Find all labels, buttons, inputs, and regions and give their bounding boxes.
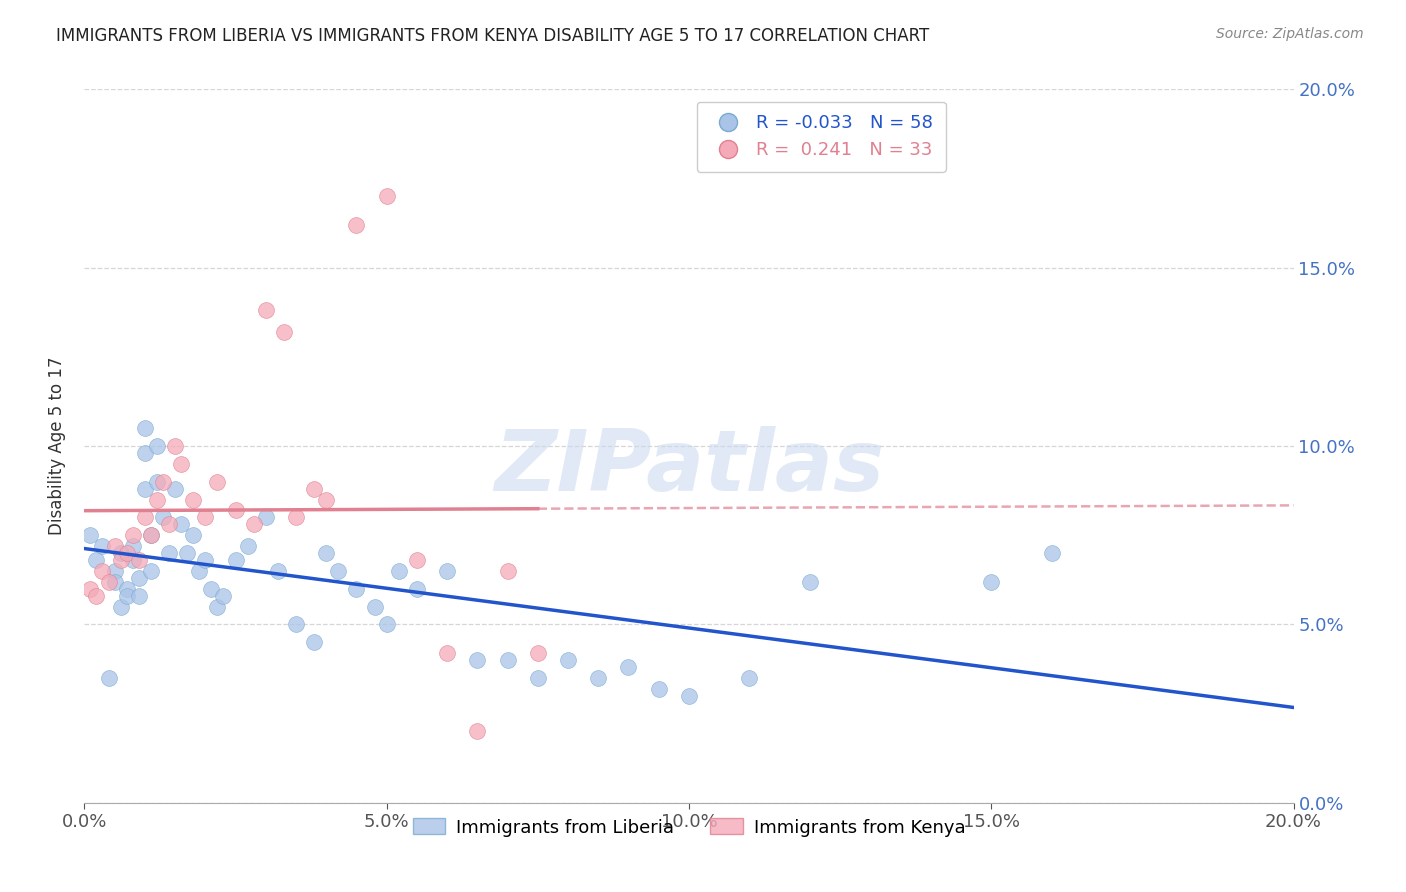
Point <box>134 482 156 496</box>
Point <box>86 589 108 603</box>
Text: Source: ZipAtlas.com: Source: ZipAtlas.com <box>1216 27 1364 41</box>
Point <box>436 646 458 660</box>
Point <box>346 218 368 232</box>
Point <box>146 475 169 489</box>
Point <box>496 564 519 578</box>
Point <box>110 599 132 614</box>
Point <box>588 671 610 685</box>
Point <box>170 517 193 532</box>
Point <box>315 546 337 560</box>
Point <box>207 599 229 614</box>
Point <box>146 492 169 507</box>
Point <box>980 574 1002 589</box>
Point <box>139 528 162 542</box>
Point <box>363 599 385 614</box>
Point <box>388 564 411 578</box>
Point <box>121 528 143 542</box>
Point <box>121 553 143 567</box>
Point <box>188 564 211 578</box>
Point <box>236 539 259 553</box>
Point <box>104 539 127 553</box>
Point <box>139 564 162 578</box>
Point <box>302 635 325 649</box>
Point <box>134 510 156 524</box>
Point <box>128 553 150 567</box>
Point <box>79 582 101 596</box>
Point <box>678 689 700 703</box>
Point <box>181 492 204 507</box>
Point <box>285 510 308 524</box>
Point <box>346 582 368 596</box>
Point <box>527 646 550 660</box>
Point <box>139 528 162 542</box>
Point <box>436 564 458 578</box>
Point <box>1040 546 1063 560</box>
Point <box>104 574 127 589</box>
Point <box>181 528 204 542</box>
Point <box>134 446 156 460</box>
Text: IMMIGRANTS FROM LIBERIA VS IMMIGRANTS FROM KENYA DISABILITY AGE 5 TO 17 CORRELAT: IMMIGRANTS FROM LIBERIA VS IMMIGRANTS FR… <box>56 27 929 45</box>
Point <box>152 510 174 524</box>
Point <box>152 475 174 489</box>
Point <box>406 582 429 596</box>
Point <box>406 553 429 567</box>
Point <box>285 617 308 632</box>
Point <box>176 546 198 560</box>
Point <box>157 546 180 560</box>
Point <box>242 517 264 532</box>
Point <box>648 681 671 696</box>
Point <box>302 482 325 496</box>
Point <box>79 528 101 542</box>
Point <box>527 671 550 685</box>
Point <box>375 617 398 632</box>
Point <box>110 546 132 560</box>
Point <box>200 582 222 596</box>
Point <box>128 589 150 603</box>
Y-axis label: Disability Age 5 to 17: Disability Age 5 to 17 <box>48 357 66 535</box>
Point <box>207 475 229 489</box>
Point <box>254 510 277 524</box>
Point <box>128 571 150 585</box>
Text: ZIPatlas: ZIPatlas <box>494 425 884 509</box>
Point <box>212 589 235 603</box>
Point <box>225 503 247 517</box>
Point <box>254 303 277 318</box>
Point <box>617 660 640 674</box>
Point <box>496 653 519 667</box>
Point <box>146 439 169 453</box>
Point <box>110 553 132 567</box>
Point <box>375 189 398 203</box>
Point <box>97 671 120 685</box>
Point <box>86 553 108 567</box>
Point <box>97 574 120 589</box>
Legend: Immigrants from Liberia, Immigrants from Kenya: Immigrants from Liberia, Immigrants from… <box>405 811 973 844</box>
Point <box>104 564 127 578</box>
Point <box>91 564 114 578</box>
Point <box>115 582 138 596</box>
Point <box>557 653 579 667</box>
Point <box>315 492 337 507</box>
Point <box>194 553 217 567</box>
Point <box>115 546 138 560</box>
Point <box>225 553 247 567</box>
Point <box>467 653 489 667</box>
Point <box>165 439 187 453</box>
Point <box>134 421 156 435</box>
Point <box>170 457 193 471</box>
Point <box>738 671 761 685</box>
Point <box>91 539 114 553</box>
Point <box>194 510 217 524</box>
Point <box>799 574 821 589</box>
Point <box>115 589 138 603</box>
Point <box>157 517 180 532</box>
Point <box>328 564 350 578</box>
Point <box>121 539 143 553</box>
Point <box>267 564 290 578</box>
Point <box>467 724 489 739</box>
Point <box>273 325 295 339</box>
Point <box>165 482 187 496</box>
